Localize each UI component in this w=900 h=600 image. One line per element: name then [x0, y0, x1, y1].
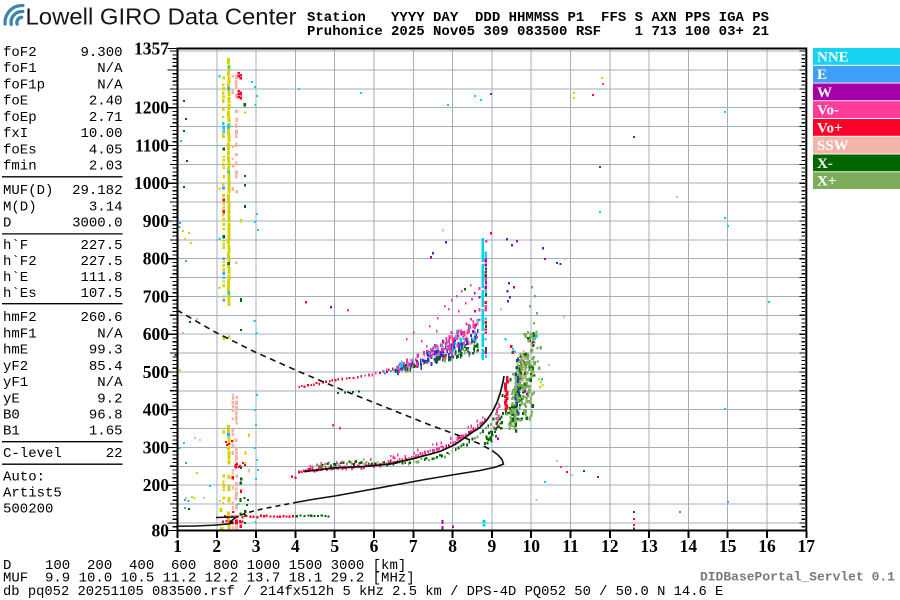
svg-text:500200: 500200 — [3, 502, 53, 518]
svg-text:227.5: 227.5 — [80, 254, 122, 270]
svg-text:N/A: N/A — [97, 375, 123, 391]
svg-text:Vo-: Vo- — [817, 103, 839, 119]
svg-text:12: 12 — [601, 536, 619, 556]
svg-text:700: 700 — [143, 286, 170, 306]
svg-text:hmE: hmE — [3, 343, 28, 359]
svg-text:4: 4 — [291, 536, 300, 556]
svg-text:7: 7 — [409, 536, 418, 556]
svg-text:3000.0: 3000.0 — [72, 216, 122, 232]
svg-text:400: 400 — [143, 400, 170, 420]
svg-text:107.5: 107.5 — [80, 286, 122, 302]
svg-text:yF1: yF1 — [3, 375, 28, 391]
svg-text:600: 600 — [143, 324, 170, 344]
svg-text:111.8: 111.8 — [80, 270, 122, 286]
svg-text:NNE: NNE — [817, 49, 849, 65]
svg-text:11: 11 — [562, 536, 579, 556]
svg-text:14: 14 — [680, 536, 698, 556]
svg-text:2: 2 — [212, 536, 221, 556]
svg-text:B1: B1 — [3, 424, 20, 440]
svg-text:B0: B0 — [3, 408, 20, 424]
svg-text:3.14: 3.14 — [89, 199, 123, 215]
svg-text:Station YYYY DAY DDD HHMMSS: Station YYYY DAY DDD HHMMSS P1 FFS S AXN… — [307, 10, 769, 26]
svg-text:Auto:: Auto: — [3, 469, 45, 485]
svg-text:foEp: foEp — [3, 110, 37, 126]
svg-text:13: 13 — [640, 536, 658, 556]
svg-text:99.3: 99.3 — [89, 343, 123, 359]
svg-text:fmin: fmin — [3, 159, 37, 175]
svg-text:4.05: 4.05 — [89, 142, 123, 158]
svg-text:h`E: h`E — [3, 270, 28, 286]
svg-text:X+: X+ — [817, 174, 836, 190]
svg-text:DIDBasePortal_Servlet 0.1: DIDBasePortal_Servlet 0.1 — [700, 570, 895, 585]
svg-text:C-level: C-level — [3, 446, 62, 462]
svg-text:1100: 1100 — [135, 135, 169, 155]
svg-text:2.03: 2.03 — [89, 159, 123, 175]
svg-text:W: W — [817, 85, 832, 101]
svg-text:M(D): M(D) — [3, 199, 37, 215]
svg-text:hmF1: hmF1 — [3, 326, 37, 342]
svg-text:80: 80 — [152, 520, 170, 540]
svg-text:N/A: N/A — [97, 61, 123, 77]
svg-text:foF2: foF2 — [3, 45, 37, 61]
svg-text:MUF(D): MUF(D) — [3, 183, 53, 199]
svg-text:yF2: yF2 — [3, 359, 28, 375]
svg-text:Lowell GIRO Data Center: Lowell GIRO Data Center — [26, 4, 297, 30]
svg-text:foF1: foF1 — [3, 61, 37, 77]
svg-text:96.8: 96.8 — [89, 408, 123, 424]
svg-text:MUF 9.9 10.0 10.5 11.2 12.2 1: MUF 9.9 10.0 10.5 11.2 12.2 13.7 18.1 29… — [3, 571, 415, 587]
svg-text:h`F2: h`F2 — [3, 254, 37, 270]
svg-text:db pq052 20251105 083500.rsf /: db pq052 20251105 083500.rsf / 214fx512h… — [3, 584, 723, 600]
svg-text:h`Es: h`Es — [3, 286, 37, 302]
svg-text:227.5: 227.5 — [80, 238, 122, 254]
svg-text:1.65: 1.65 — [89, 424, 123, 440]
svg-text:10.00: 10.00 — [80, 126, 122, 142]
svg-text:9: 9 — [488, 536, 497, 556]
svg-text:85.4: 85.4 — [89, 359, 123, 375]
svg-text:X-: X- — [817, 156, 833, 172]
svg-text:N/A: N/A — [97, 77, 123, 93]
svg-text:yE: yE — [3, 391, 20, 407]
svg-text:9.300: 9.300 — [80, 45, 122, 61]
svg-text:hmF2: hmF2 — [3, 310, 37, 326]
svg-text:29.182: 29.182 — [72, 183, 122, 199]
svg-text:foF1p: foF1p — [3, 77, 45, 93]
svg-text:1: 1 — [173, 536, 182, 556]
svg-text:foE: foE — [3, 94, 28, 110]
svg-text:10: 10 — [522, 536, 540, 556]
svg-text:1200: 1200 — [134, 98, 169, 118]
svg-text:2.71: 2.71 — [89, 110, 123, 126]
svg-text:6: 6 — [370, 536, 379, 556]
svg-text:SSW: SSW — [817, 138, 849, 154]
svg-text:8: 8 — [448, 536, 457, 556]
svg-text:N/A: N/A — [97, 326, 123, 342]
svg-text:16: 16 — [758, 536, 776, 556]
svg-text:1000: 1000 — [134, 173, 169, 193]
svg-text:5: 5 — [330, 536, 339, 556]
svg-text:9.2: 9.2 — [97, 391, 122, 407]
svg-text:15: 15 — [719, 536, 737, 556]
svg-text:Vo+: Vo+ — [817, 120, 843, 136]
svg-text:Artist5: Artist5 — [3, 485, 62, 501]
svg-text:500: 500 — [143, 362, 170, 382]
svg-text:300: 300 — [143, 437, 170, 457]
svg-text:1357: 1357 — [134, 38, 169, 58]
svg-text:260.6: 260.6 — [80, 310, 122, 326]
svg-text:h`F: h`F — [3, 238, 28, 254]
svg-text:3: 3 — [252, 536, 261, 556]
svg-text:foEs: foEs — [3, 142, 37, 158]
svg-text:200: 200 — [143, 475, 170, 495]
svg-text:Pruhonice 2025 Nov05 309 08350: Pruhonice 2025 Nov05 309 083500 RSF 1 71… — [307, 24, 769, 40]
svg-text:900: 900 — [143, 211, 170, 231]
svg-text:D: D — [3, 216, 11, 232]
svg-text:D 100 200 400 600 800 1: D 100 200 400 600 800 1000 1500 3000 [km… — [3, 558, 406, 574]
svg-text:17: 17 — [798, 536, 816, 556]
svg-text:fxI: fxI — [3, 126, 28, 142]
svg-text:2.40: 2.40 — [89, 94, 123, 110]
svg-text:800: 800 — [143, 249, 170, 269]
svg-text:E: E — [817, 67, 827, 83]
svg-text:22: 22 — [106, 446, 123, 462]
